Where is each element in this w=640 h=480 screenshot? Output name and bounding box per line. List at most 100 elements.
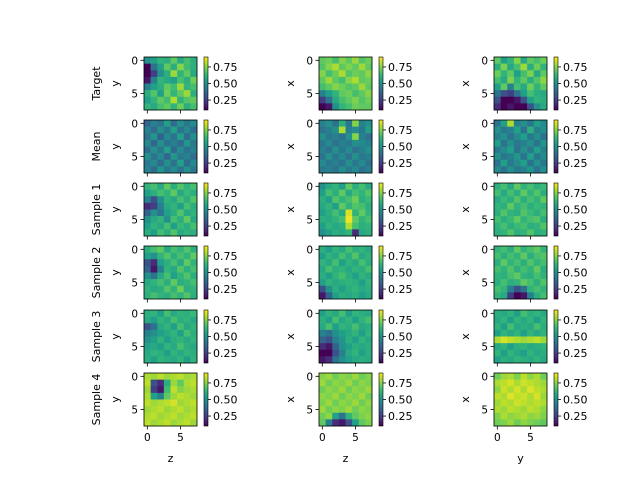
heatmap-cell	[150, 166, 158, 174]
heatmap-cell	[170, 379, 178, 387]
heatmap-cell	[365, 229, 373, 237]
heatmap-cell	[540, 196, 548, 204]
heatmap-cell	[358, 392, 366, 400]
heatmap-cell	[338, 316, 346, 324]
heatmap-cell	[177, 196, 185, 204]
heatmap-panel-r1-c1: 0 5 x 0.75 0.50 0.25	[284, 118, 413, 177]
heatmap-cell	[494, 272, 501, 280]
heatmap-panel-r2-c1: 0 5 x 0.75 0.50 0.25	[284, 181, 413, 240]
heatmap-cell	[190, 343, 198, 351]
heatmap-cell	[332, 216, 340, 224]
heatmap-cell	[533, 189, 541, 197]
heatmap-cell	[190, 412, 198, 420]
colorbar-tick-label: 0.25	[563, 94, 588, 107]
heatmap-cell	[170, 159, 178, 167]
y-tick-label: 0	[306, 371, 313, 383]
heatmap-cell	[190, 216, 198, 224]
heatmap-cell	[332, 419, 340, 427]
heatmap-cell	[358, 202, 366, 210]
heatmap-cell	[494, 373, 501, 380]
heatmap-cell	[365, 285, 373, 293]
heatmap-cell	[144, 139, 151, 147]
heatmap-cell	[163, 196, 171, 204]
heatmap-cell	[540, 146, 548, 154]
heatmap-cell	[533, 202, 541, 210]
heatmap-cell	[500, 419, 508, 427]
heatmap-cell	[352, 272, 360, 280]
x-axis-label: y	[517, 452, 524, 465]
heatmap-cell	[500, 356, 508, 364]
heatmap-cell	[325, 96, 333, 104]
panel-frame	[143, 119, 198, 174]
heatmap-cell	[365, 103, 373, 111]
heatmap-cell	[325, 379, 333, 387]
heatmap-cell	[352, 103, 360, 111]
heatmap-cell	[352, 90, 360, 98]
heatmap-cell	[170, 259, 178, 267]
heatmap-cell	[144, 246, 151, 253]
heatmap-cell	[150, 246, 158, 253]
heatmap-cell	[163, 146, 171, 154]
heatmap-cell	[157, 399, 165, 407]
panel-frame	[143, 56, 198, 111]
heatmap-cell	[177, 63, 185, 71]
heatmap-cell	[345, 406, 353, 414]
heatmap-cell	[345, 316, 353, 324]
heatmap-cell	[170, 329, 178, 337]
heatmap-cell	[177, 90, 185, 98]
heatmap-cell	[540, 343, 548, 351]
heatmap-cell	[338, 166, 346, 174]
heatmap-cell	[520, 209, 528, 217]
heatmap-cell	[150, 63, 158, 71]
heatmap-cell	[520, 216, 528, 224]
heatmap-cell	[365, 83, 373, 91]
heatmap-cell	[163, 90, 171, 98]
heatmap-cell	[345, 83, 353, 91]
heatmap-cell	[332, 343, 340, 351]
heatmap-cell	[150, 202, 158, 210]
heatmap-cell	[332, 189, 340, 197]
heatmap-cell	[365, 120, 373, 127]
colorbar-tick-label: 0.75	[213, 187, 238, 200]
heatmap-cell	[183, 146, 191, 154]
heatmap-cell	[163, 126, 171, 134]
heatmap-cell	[163, 285, 171, 293]
heatmap-cell	[177, 349, 185, 357]
heatmap-cell	[170, 265, 178, 273]
heatmap-cell	[520, 246, 528, 253]
heatmap-cell	[170, 57, 178, 64]
heatmap-cell	[183, 189, 191, 197]
heatmap-cell	[533, 349, 541, 357]
heatmap-cell	[500, 316, 508, 324]
heatmap-cell	[365, 70, 373, 78]
heatmap-cell	[345, 349, 353, 357]
heatmap-cell	[494, 386, 501, 394]
heatmap-cell	[170, 272, 178, 280]
heatmap-cell	[150, 379, 158, 387]
heatmap-cell	[144, 386, 151, 394]
heatmap-cell	[494, 265, 501, 273]
heatmap-cell	[533, 209, 541, 217]
heatmap-cell	[494, 57, 501, 64]
heatmap-cell	[527, 336, 535, 344]
heatmap-cell	[358, 96, 366, 104]
heatmap-cell	[157, 265, 165, 273]
heatmap-cell	[332, 153, 340, 161]
heatmap-cell	[183, 292, 191, 300]
heatmap-cell	[513, 279, 521, 287]
heatmap-cell	[500, 323, 508, 331]
heatmap-cell	[520, 316, 528, 324]
heatmap-cell	[500, 202, 508, 210]
heatmap-cell	[338, 412, 346, 420]
heatmap-cell	[157, 412, 165, 420]
heatmap-cell	[325, 356, 333, 364]
heatmap-cell	[520, 373, 528, 380]
heatmap-cell	[500, 229, 508, 237]
heatmap-cell	[183, 246, 191, 253]
heatmap-cell	[325, 265, 333, 273]
y-tick-label: 0	[131, 308, 138, 320]
heatmap-cell	[332, 209, 340, 217]
colorbar	[203, 372, 209, 427]
heatmap-cell	[144, 209, 151, 217]
